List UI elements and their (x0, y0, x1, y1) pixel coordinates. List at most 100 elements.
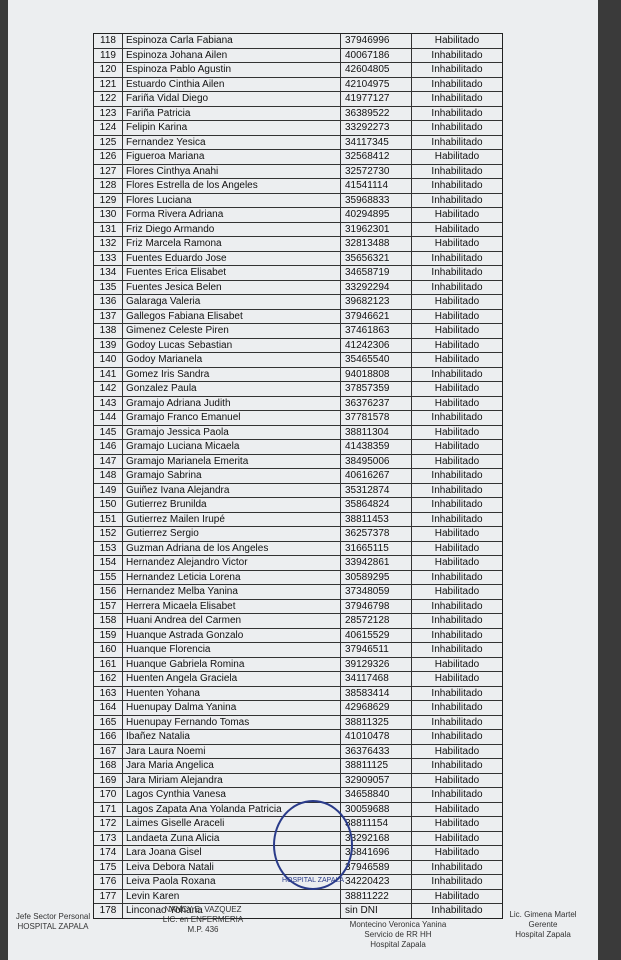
name: Huenten Yohana (123, 686, 341, 700)
dni: 42104975 (341, 77, 412, 91)
table-row: 133 Fuentes Eduardo Jose 35656321 Inhabilit… (94, 250, 502, 265)
row-number: 157 (94, 599, 123, 613)
dni: 34658719 (341, 266, 412, 280)
row-number: 164 (94, 701, 123, 715)
row-number: 155 (94, 570, 123, 584)
name: Hernandez Melba Yanina (123, 585, 341, 599)
dni: 40294895 (341, 208, 412, 222)
sig-line: Hospital Zapala (370, 940, 426, 949)
dni: 42968629 (341, 701, 412, 715)
row-number: 162 (94, 672, 123, 686)
name: Huenupay Fernando Tomas (123, 715, 341, 729)
sig-line: Lic. Gimena Martel (509, 910, 577, 919)
row-number: 148 (94, 469, 123, 483)
dni: 38811304 (341, 425, 412, 439)
status: Habilitado (434, 339, 480, 351)
table-row: 142 Gonzalez Paula 37857359 Habilitado (94, 381, 502, 396)
table-row: 153 Guzman Adriana de los Angeles 31665115… (94, 540, 502, 555)
table-row: 138 Gimenez Celeste Piren 37461863 Habilita… (94, 323, 502, 338)
dni: 35968833 (341, 193, 412, 207)
dni: 37946996 (341, 34, 412, 48)
row-number: 170 (94, 788, 123, 802)
row-number: 142 (94, 382, 123, 396)
name: Linconao Yohana (123, 904, 341, 918)
name: Forma Rivera Adriana (123, 208, 341, 222)
status: Habilitado (434, 890, 480, 902)
name: Friz Marcela Ramona (123, 237, 341, 251)
name: Gramajo Sabrina (123, 469, 341, 483)
name: Huenten Angela Graciela (123, 672, 341, 686)
row-number: 144 (94, 411, 123, 425)
status: Inhabilitado (431, 789, 483, 800)
name: Estuardo Cinthia Ailen (123, 77, 341, 91)
status: Habilitado (434, 441, 480, 452)
name: Fuentes Eduardo Jose (123, 251, 341, 265)
status: Inhabilitado (431, 571, 483, 583)
status: Inhabilitado (431, 136, 483, 148)
row-number: 156 (94, 585, 123, 599)
table-row: 168 Jara Maria Angelica 38811125 Inhabilita… (94, 758, 502, 773)
row-number: 135 (94, 280, 123, 294)
table: 118 Espinoza Carla Fabiana 37946996 Habilit… (93, 33, 503, 919)
dni: 35312874 (341, 483, 412, 497)
row-number: 121 (94, 77, 123, 91)
dni: 37946511 (341, 643, 412, 657)
status: Inhabilitado (431, 731, 483, 742)
table-row: 131 Friz Diego Armando 31962301 Habilitado (94, 221, 502, 236)
table-row: 163 Huenten Yohana 38583414 Inhabilitado (94, 685, 502, 700)
status: Habilitado (434, 818, 480, 829)
dni: 94018808 (341, 367, 412, 381)
name: Huenupay Dalma Yanina (123, 701, 341, 715)
name: Flores Cinthya Anahi (123, 164, 341, 178)
name: Figueroa Mariana (123, 150, 341, 164)
sig-line: Jefe Sector Personal (15, 912, 91, 921)
paper: 118 Espinoza Carla Fabiana 37946996 Habilit… (8, 0, 598, 960)
dni: 31665115 (341, 541, 412, 555)
status: Inhabilitado (431, 49, 483, 61)
sig-line: M.P. 436 (187, 925, 219, 934)
dni: 30589295 (341, 570, 412, 584)
status: Inhabilitado (431, 861, 483, 873)
table-row: 144 Gramajo Franco Emanuel 37781578 Inhabil… (94, 410, 502, 425)
row-number: 178 (94, 904, 123, 918)
row-number: 165 (94, 715, 123, 729)
status: Habilitado (434, 658, 480, 670)
table-row: 152 Gutierrez Sergio 36257378 Habilitado (94, 526, 502, 541)
status: Inhabilitado (431, 122, 483, 133)
row-number: 120 (94, 63, 123, 77)
name: Levin Karen (123, 889, 341, 903)
row-number: 160 (94, 643, 123, 657)
name: Herrera Micaela Elisabet (123, 599, 341, 613)
row-number: 143 (94, 396, 123, 410)
table-row: 151 Gutierrez Mailen Irupé 38811453 Inhabil… (94, 511, 502, 526)
table-row: 146 Gramajo Luciana Micaela 41438359 Habili… (94, 439, 502, 454)
dni: 30059688 (341, 802, 412, 816)
table-row: 158 Huani Andrea del Carmen 28572128 Inhabi… (94, 613, 502, 628)
table-row: 123 Fariña Patricia 36389522 Inhabilitado (94, 105, 502, 120)
dni: 32909057 (341, 773, 412, 787)
dni: 41977127 (341, 92, 412, 106)
name: Gramajo Franco Emanuel (123, 411, 341, 425)
name: Espinoza Pablo Agustin (123, 63, 341, 77)
dni: 37348059 (341, 585, 412, 599)
sig-line: Hospital Zapala (515, 930, 571, 939)
name: Huanque Florencia (123, 643, 341, 657)
status: Habilitado (434, 310, 480, 322)
row-number: 167 (94, 744, 123, 758)
sig-line: HOSPITAL ZAPALA (17, 922, 89, 931)
status: Habilitado (434, 151, 480, 162)
row-number: 131 (94, 222, 123, 236)
table-row: 162 Huenten Angela Graciela 34117468 Habili… (94, 671, 502, 686)
dni: 36376433 (341, 744, 412, 758)
name: Gramajo Luciana Micaela (123, 440, 341, 454)
status: Habilitado (434, 35, 480, 46)
status: Habilitado (434, 586, 480, 597)
name: Felipin Karina (123, 121, 341, 135)
table-row: 136 Galaraga Valeria 39682123 Habilitado (94, 294, 502, 309)
sig-line: LIC. en ENFERMERIA (162, 915, 244, 924)
name: Huani Andrea del Carmen (123, 614, 341, 628)
row-number: 127 (94, 164, 123, 178)
table-row: 130 Forma Rivera Adriana 40294895 Habilitad… (94, 207, 502, 222)
status: Habilitado (434, 354, 480, 365)
name: Gutierrez Sergio (123, 527, 341, 541)
